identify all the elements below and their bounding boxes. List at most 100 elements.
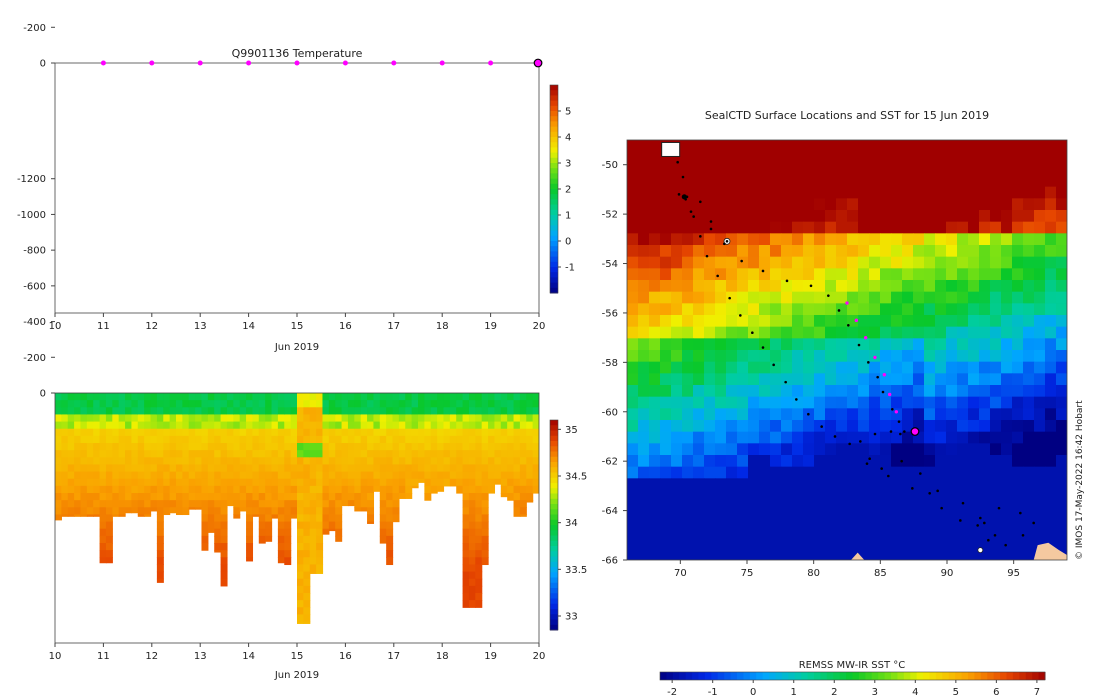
salinity-cell xyxy=(86,471,94,480)
temperature-axes-frame xyxy=(54,62,540,314)
sst-cell xyxy=(737,536,749,549)
salinity-cell xyxy=(265,485,273,494)
recent-track-point xyxy=(854,318,859,323)
sst-cell xyxy=(737,291,749,304)
salinity-cell xyxy=(500,493,508,498)
sst-cell xyxy=(726,548,738,560)
salinity-cell xyxy=(392,514,400,523)
salinity-cell xyxy=(322,400,330,408)
salinity-cell xyxy=(220,435,228,444)
sst-cell xyxy=(693,163,705,176)
track-point xyxy=(987,538,990,542)
sst-cell xyxy=(1023,198,1035,211)
sst-cell xyxy=(1034,326,1046,339)
salinity-cell xyxy=(475,450,483,458)
track-point xyxy=(889,430,893,433)
sst-cell xyxy=(737,268,749,281)
sst-cell xyxy=(891,408,903,421)
salinity-cell xyxy=(430,400,438,408)
salinity-cell xyxy=(188,493,196,501)
sst-cell xyxy=(825,233,837,246)
sst-cell xyxy=(957,326,969,339)
salinity-cell xyxy=(150,414,158,423)
salinity-cell xyxy=(449,414,457,423)
sst-cell xyxy=(935,280,947,293)
sst-cell xyxy=(913,315,925,328)
colorbar-segment xyxy=(550,116,558,122)
salinity-cell xyxy=(290,393,298,401)
sst-cell xyxy=(935,408,947,421)
sst-cell xyxy=(924,303,936,316)
salinity-cell xyxy=(430,478,438,487)
colorbar-segment xyxy=(550,609,558,615)
sst-cell xyxy=(858,396,870,409)
salinity-cell xyxy=(284,535,292,544)
sst-cell xyxy=(638,490,650,503)
sst-cell xyxy=(638,548,650,560)
salinity-cell xyxy=(398,443,406,451)
salinity-cell xyxy=(246,557,254,562)
sst-cell xyxy=(660,221,672,234)
salinity-cell xyxy=(443,478,451,487)
sst-cell xyxy=(902,501,914,514)
sst-cell xyxy=(968,478,980,491)
track-point xyxy=(911,487,914,490)
sst-cell xyxy=(781,396,793,409)
track-point xyxy=(903,430,906,433)
sst-cell xyxy=(924,256,936,269)
salinity-cell xyxy=(61,450,69,458)
sst-cell xyxy=(671,326,683,339)
sst-cell xyxy=(935,443,947,456)
salinity-cell xyxy=(475,414,483,423)
salinity-cell xyxy=(418,407,425,416)
track-point xyxy=(709,227,713,231)
sst-cell xyxy=(693,455,705,468)
colorbar-tick-label: 2 xyxy=(565,185,571,196)
sst-cell xyxy=(825,326,837,339)
salinity-cell xyxy=(360,407,368,416)
sst-cell xyxy=(836,490,848,503)
sst-cell xyxy=(1012,280,1024,293)
salinity-cell xyxy=(61,471,69,480)
sst-cell xyxy=(803,478,815,491)
salinity-cell xyxy=(99,421,107,430)
sst-cell xyxy=(1056,455,1067,468)
sst-cell xyxy=(902,303,914,316)
sst-cell xyxy=(660,163,672,176)
salinity-cell xyxy=(328,435,336,444)
salinity-cell xyxy=(214,443,222,451)
sst-cell xyxy=(979,373,991,386)
sst-cell xyxy=(792,466,804,479)
salinity-cell xyxy=(297,550,304,558)
salinity-cell xyxy=(526,493,534,501)
salinity-cell xyxy=(125,464,133,473)
sst-cell xyxy=(726,373,738,386)
sst-cell xyxy=(737,233,749,246)
salinity-cell xyxy=(99,514,107,523)
salinity-cell xyxy=(297,457,304,466)
salinity-cell xyxy=(468,485,476,494)
salinity-cell xyxy=(488,414,496,423)
sst-cell xyxy=(1001,198,1013,211)
salinity-cell xyxy=(462,564,470,573)
salinity-cell xyxy=(258,400,266,408)
salinity-cell xyxy=(405,450,413,458)
salinity-cell xyxy=(93,414,101,423)
salinity-cell xyxy=(125,478,133,487)
sst-cell xyxy=(759,443,771,456)
sst-cell xyxy=(1001,245,1013,258)
salinity-cell xyxy=(367,478,375,487)
salinity-cell xyxy=(379,443,387,451)
salinity-cell xyxy=(519,507,527,516)
salinity-cell xyxy=(252,443,260,451)
sst-cell xyxy=(792,268,804,281)
track-point xyxy=(959,519,962,522)
sst-cell xyxy=(737,443,749,456)
salinity-cell xyxy=(137,464,145,473)
colorbar-segment xyxy=(968,672,975,680)
sst-cell xyxy=(902,408,914,421)
sst-cell xyxy=(836,315,848,328)
salinity-cell xyxy=(55,400,62,408)
sst-cell xyxy=(869,490,881,503)
sst-cell xyxy=(979,245,991,258)
